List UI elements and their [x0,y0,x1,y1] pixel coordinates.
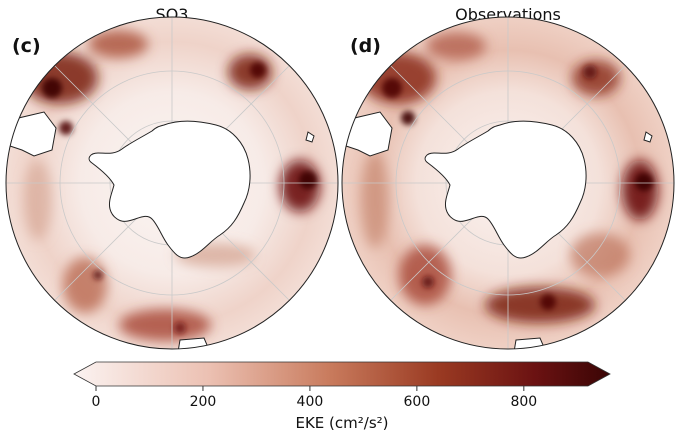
panel-letter: (c) [12,35,41,57]
panel-d: (d) Observations [341,5,675,350]
map-boundary [341,16,675,350]
colorbar-tick-label: 800 [510,394,537,410]
colorbar: 0 200 400 600 800 EKE (cm²/s²) [73,361,611,432]
map-boundary [5,16,339,350]
eke-hotspot [360,52,436,104]
africa-tip [513,337,547,349]
africa-tip [177,337,211,349]
eke-hotspot [119,309,211,341]
eke-hotspot [399,245,451,305]
colorbar-tick-label: 0 [92,394,101,410]
new-zealand [305,131,315,143]
new-zealand [643,131,653,143]
eke-hotspot [88,30,148,58]
eke-map [6,17,338,349]
eke-hotspot [485,287,595,323]
colorbar-tick-label: 600 [404,394,431,410]
south-america-tip [9,111,57,157]
colorbar-tick-label: 400 [297,394,324,410]
colorbar-ticks: 0 200 400 600 800 [92,386,537,410]
eke-hotspot [426,32,486,60]
eke-hotspot [24,160,52,240]
panel-c: (c) SO3 [5,5,339,350]
colorbar-tick-label: 200 [190,394,217,410]
panel-letter: (d) [350,35,381,57]
eke-map [342,17,674,349]
colorbar-label: EKE (cm²/s²) [295,414,388,432]
eke-hotspot [361,152,389,248]
south-america-tip [345,111,393,157]
colorbar-bar [73,361,611,387]
eke-hotspot [570,233,630,277]
